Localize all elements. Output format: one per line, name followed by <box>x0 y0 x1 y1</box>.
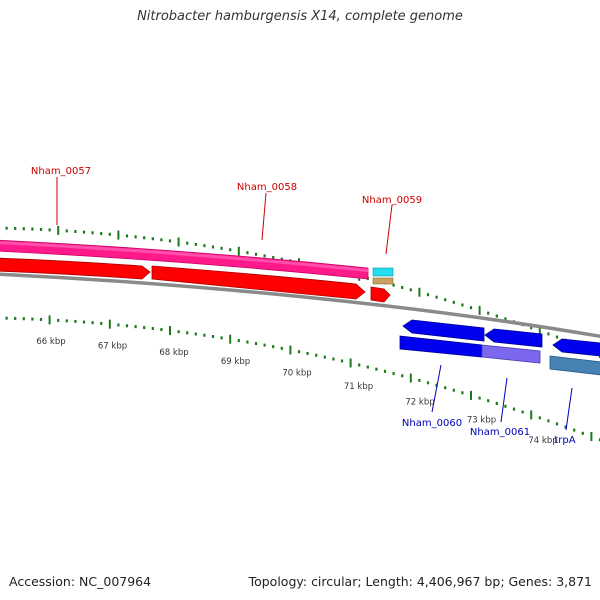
leader-line-Nham_0061 <box>500 377 508 423</box>
cds-arrow-Nham_0060[interactable] <box>402 319 485 342</box>
genome-backbone <box>0 272 600 339</box>
gene-bar-forward-Nham_0059[interactable] <box>372 267 394 277</box>
leader-line-Nham_0060 <box>431 364 442 413</box>
accession-label: Accession: <box>9 574 76 589</box>
feature-label-Nham_0060[interactable]: Nham_0060 <box>402 418 462 429</box>
feature-label-Nham_0058[interactable]: Nham_0058 <box>237 182 297 193</box>
scale-label: 69 kbp <box>221 357 250 367</box>
genes-value: 3,871 <box>556 574 592 589</box>
cds-arrow-trpA[interactable] <box>552 338 600 357</box>
leader-line-Nham_0059 <box>385 204 393 255</box>
misc-feature-Nham_0059[interactable] <box>372 277 394 285</box>
gene-bar-forward-Nham_0057-0058[interactable] <box>0 239 369 280</box>
leader-line-Nham_0058 <box>261 192 267 241</box>
feature-label-Nham_0057[interactable]: Nham_0057 <box>31 166 91 177</box>
scale-label: 67 kbp <box>98 341 127 351</box>
cds-arrow-Nham_0059[interactable] <box>370 286 391 303</box>
topology-label: Topology: <box>248 574 308 589</box>
genome-stats: Topology: circular; Length: 4,406,967 bp… <box>248 574 592 589</box>
length-label: Length: <box>365 574 413 589</box>
cds-arrow-Nham_0061[interactable] <box>484 328 543 348</box>
cds-arrow-Nham_0057[interactable] <box>0 257 151 280</box>
scale-label: 74 kbp <box>528 436 557 446</box>
scale-label: 72 kbp <box>405 398 434 408</box>
accession-value: NC_007964 <box>79 574 152 589</box>
accession-info: Accession: NC_007964 <box>9 574 151 589</box>
topology-value: circular <box>311 574 358 589</box>
scale-label: 73 kbp <box>467 416 496 426</box>
gene-bar-reverse-trpA[interactable] <box>549 355 600 376</box>
scale-label: 68 kbp <box>159 348 188 358</box>
scale-labels: 66 kbp 67 kbp 68 kbp 69 kbp 70 kbp 71 kbp 72 k… <box>36 337 557 446</box>
cds-arrow-Nham_0058[interactable] <box>151 265 366 300</box>
map-title: Nitrobacter hamburgensis X14, complete g… <box>137 9 463 24</box>
feature-label-trpA[interactable]: trpA <box>554 435 575 446</box>
gene-bar-reverse-Nham_0061[interactable] <box>481 344 541 364</box>
scale-label: 71 kbp <box>344 382 373 392</box>
scale-label: 66 kbp <box>36 337 65 347</box>
feature-label-Nham_0061[interactable]: Nham_0061 <box>470 427 530 438</box>
leader-line-trpA <box>565 387 573 431</box>
inner-tick-marks <box>5 315 600 442</box>
feature-label-Nham_0059[interactable]: Nham_0059 <box>362 195 422 206</box>
genes-label: Genes: <box>508 574 553 589</box>
length-value: 4,406,967 bp <box>416 574 501 589</box>
scale-label: 70 kbp <box>282 368 311 378</box>
gene-bar-forward-highlight <box>0 241 368 272</box>
